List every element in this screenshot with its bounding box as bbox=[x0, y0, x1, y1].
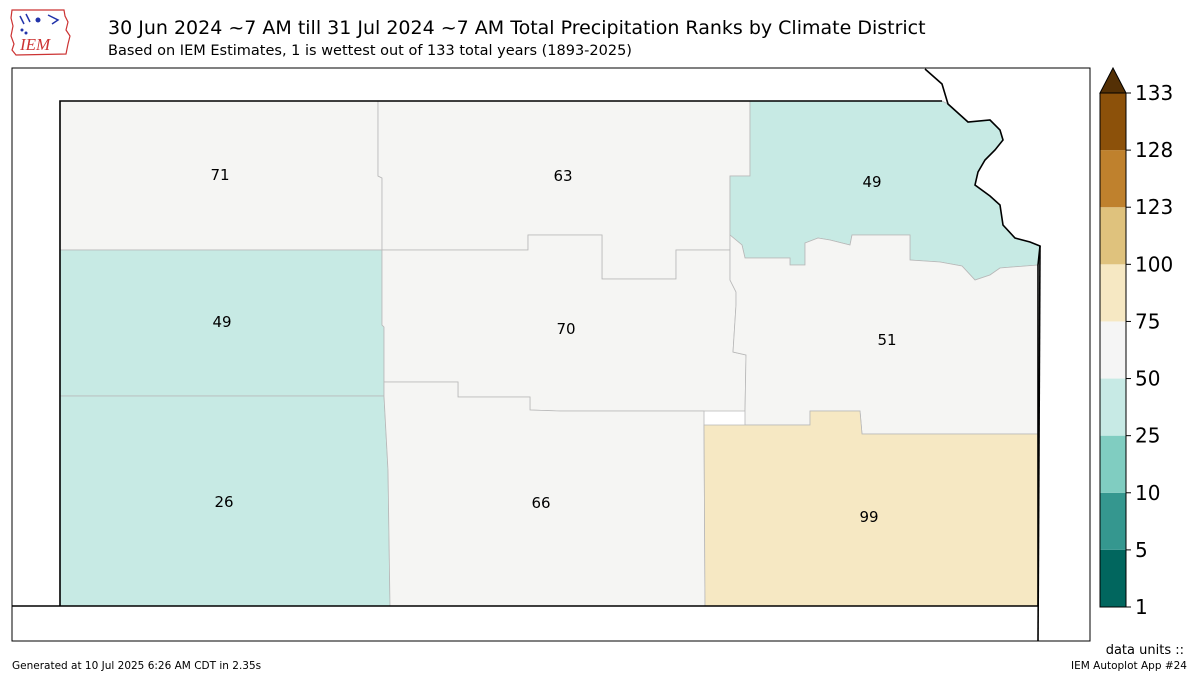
label-south-central: 66 bbox=[531, 494, 550, 512]
label-northeast: 49 bbox=[862, 173, 881, 191]
district-labels: 71 63 49 49 70 51 26 66 99 bbox=[210, 166, 896, 526]
label-southwest: 26 bbox=[214, 493, 233, 511]
colorbar-tick-label: 5 bbox=[1135, 538, 1148, 562]
colorbar-bin-1-5 bbox=[1100, 549, 1126, 607]
colorbar-tick-label: 133 bbox=[1135, 81, 1173, 105]
svg-text:IEM: IEM bbox=[19, 35, 51, 54]
colorbar-tick-label: 1 bbox=[1135, 595, 1148, 619]
district-east-central bbox=[729, 234, 1039, 435]
label-north-central: 63 bbox=[553, 167, 572, 185]
colorbar-bin-25-50 bbox=[1100, 378, 1126, 436]
colorbar-extend-arrow bbox=[1099, 66, 1127, 94]
colorbar-tick-label: 123 bbox=[1135, 195, 1173, 219]
colorbar-bin-75-100 bbox=[1100, 264, 1126, 322]
colorbar-tick-label: 128 bbox=[1135, 138, 1173, 162]
state-border bbox=[12, 68, 1041, 642]
colorbar-outline bbox=[1099, 92, 1127, 608]
colorbar-bin-128-133 bbox=[1100, 93, 1126, 151]
label-west-central: 49 bbox=[212, 313, 231, 331]
colorbar-bin-10-25 bbox=[1100, 435, 1126, 493]
colorbar-bin-123-128 bbox=[1100, 150, 1126, 208]
colorbar-tick-label: 100 bbox=[1135, 252, 1173, 276]
label-southeast: 99 bbox=[859, 508, 878, 526]
colorbar-tick-label: 25 bbox=[1135, 424, 1160, 448]
climate-districts bbox=[59, 100, 1041, 607]
data-units-label: data units :: bbox=[1105, 643, 1184, 658]
label-northwest: 71 bbox=[210, 166, 229, 184]
label-central: 70 bbox=[556, 320, 575, 338]
app-credit: IEM Autoplot App #24 bbox=[1071, 660, 1187, 672]
colorbar-bin-50-75 bbox=[1100, 321, 1126, 379]
colorbar: 1 5 10 25 50 75 100 123 128 133 bbox=[1099, 66, 1173, 619]
generated-timestamp: Generated at 10 Jul 2025 6:26 AM CDT in … bbox=[12, 660, 262, 672]
colorbar-tick-label: 75 bbox=[1135, 309, 1160, 333]
district-south-central bbox=[383, 381, 706, 607]
colorbar-bin-100-123 bbox=[1100, 207, 1126, 265]
colorbar-bin-5-10 bbox=[1100, 492, 1126, 550]
map-title: 30 Jun 2024 ~7 AM till 31 Jul 2024 ~7 AM… bbox=[108, 17, 926, 39]
map-subtitle: Based on IEM Estimates, 1 is wettest out… bbox=[108, 43, 632, 59]
colorbar-tick-label: 50 bbox=[1135, 367, 1160, 391]
iem-logo: IEM bbox=[10, 9, 71, 56]
colorbar-tick-label: 10 bbox=[1135, 481, 1160, 505]
label-east-central: 51 bbox=[877, 331, 896, 349]
